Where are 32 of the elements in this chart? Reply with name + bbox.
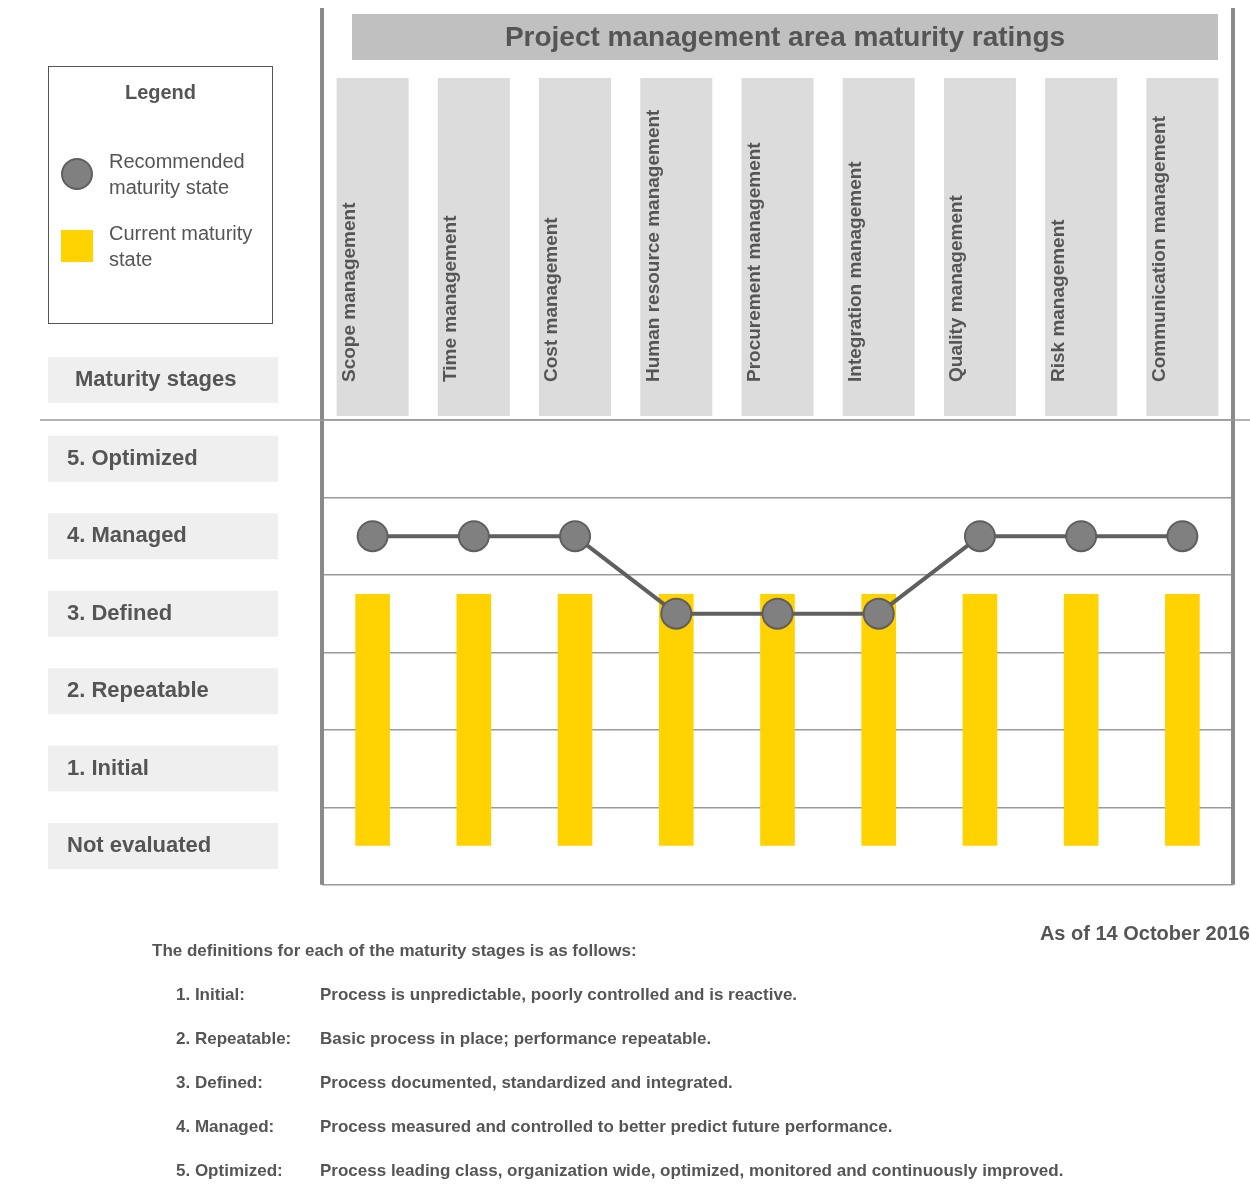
x-tick-label: Human resource management: [641, 108, 663, 382]
text: Process is unpredictable, poorly controlled and is reactive.: [320, 985, 798, 1005]
text: Process leading class, organization wide, optimized, monitored and continuously improved.: [320, 1161, 1064, 1181]
x-tick-label: Scope management: [338, 201, 360, 382]
text: 1. Initial:: [176, 985, 246, 1005]
y-tick-label: 1. Initial: [67, 754, 149, 780]
x-tick-label: Integration management: [844, 160, 866, 382]
text: Process documented, standardized and integrated.: [320, 1073, 733, 1093]
x-tick-label: Procurement management: [742, 141, 764, 382]
y-axis-title: Maturity stages: [75, 366, 237, 392]
x-tick-label: Quality management: [945, 194, 967, 382]
text: Process measured and controlled to better predict future performance.: [320, 1117, 893, 1137]
legend-title: Legend: [123, 81, 198, 104]
text: 4. Managed:: [176, 1117, 276, 1137]
y-tick-label: 5. Optimized: [67, 444, 198, 470]
text: 5. Optimized:: [176, 1161, 284, 1181]
x-tick-label: Cost management: [540, 216, 562, 382]
x-tick-label: Time management: [439, 214, 461, 382]
x-tick-label: Risk management: [1046, 218, 1068, 382]
y-tick-label: 4. Managed: [67, 522, 187, 548]
chart-title: Project management area maturity ratings: [504, 20, 1066, 52]
y-tick-label: 2. Repeatable: [67, 677, 209, 703]
text: 2. Repeatable:: [176, 1029, 293, 1049]
legend-label: Recommended maturity state: [109, 149, 246, 200]
legend-label: Current maturity state: [109, 221, 254, 272]
y-tick-label: 3. Defined: [67, 599, 173, 625]
y-tick-label: Not evaluated: [67, 832, 212, 858]
text: As of 14 October 2016: [1039, 922, 1250, 944]
text: Basic process in place; performance repeatable.: [320, 1029, 712, 1049]
text: The definitions for each of the maturity stages is as follows:: [152, 941, 637, 960]
text: 3. Defined:: [176, 1073, 264, 1093]
x-tick-label: Communication management: [1147, 115, 1169, 382]
